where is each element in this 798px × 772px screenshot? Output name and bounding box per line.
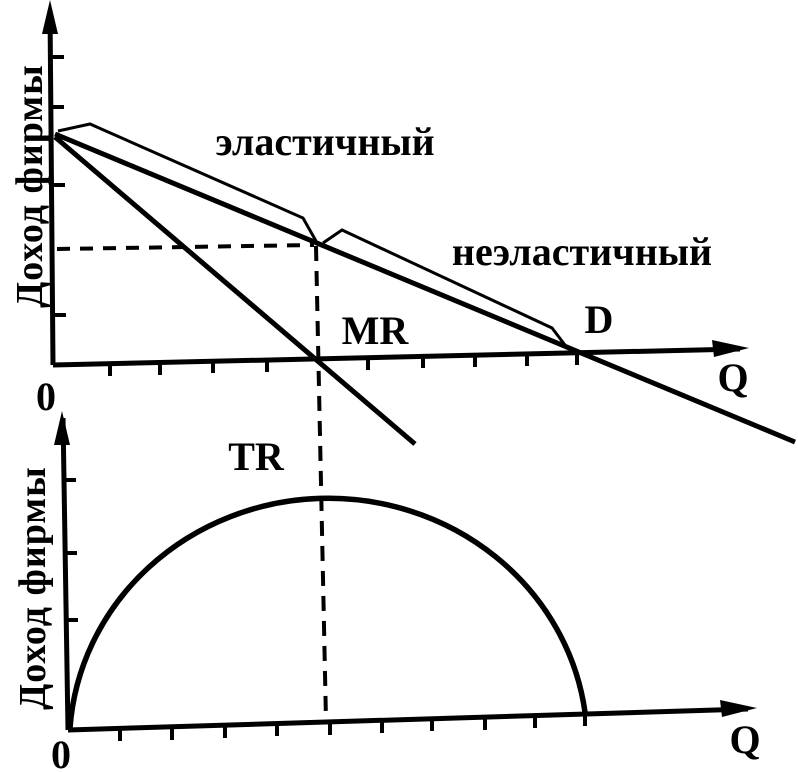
- total-revenue-curve: [67, 495, 588, 729]
- top-y-axis-label: Доход фирмы: [9, 64, 51, 308]
- top-y-axis-arrowhead: [42, 0, 58, 34]
- bottom-origin-label: 0: [51, 732, 71, 772]
- marginal-revenue-label: MR: [342, 308, 410, 353]
- bottom-y-axis-label: Доход фирмы: [12, 466, 54, 710]
- bottom-y-axis: [60, 417, 71, 731]
- top-x-axis-arrowhead: [712, 340, 749, 357]
- top-y-axis: [47, 9, 56, 366]
- top-origin-label: 0: [36, 374, 56, 419]
- dashed-guide-vertical: [314, 245, 328, 722]
- bottom-x-axis: [67, 706, 749, 733]
- inelastic-region-brace: [322, 228, 570, 350]
- inelastic-label: неэластичный: [452, 229, 712, 274]
- top-x-axis: [52, 346, 741, 368]
- bottom-x-axis-label: Q: [729, 717, 760, 762]
- top-x-axis-label: Q: [717, 355, 748, 400]
- elastic-label: эластичный: [215, 119, 434, 164]
- elastic-region-brace: [57, 122, 318, 242]
- bottom-panel: Доход фирмы TR Q 0: [12, 411, 761, 772]
- bottom-x-axis-arrowhead: [720, 700, 757, 717]
- bottom-y-axis-arrowhead: [54, 411, 70, 445]
- total-revenue-label: TR: [228, 434, 285, 479]
- top-panel: Доход фирмы эластичный неэластичный MR D…: [9, 0, 796, 722]
- demand-label: D: [585, 297, 614, 342]
- dashed-guide-horizontal: [56, 243, 315, 251]
- marginal-revenue-curve: [53, 135, 417, 446]
- demand-curve: [54, 131, 796, 445]
